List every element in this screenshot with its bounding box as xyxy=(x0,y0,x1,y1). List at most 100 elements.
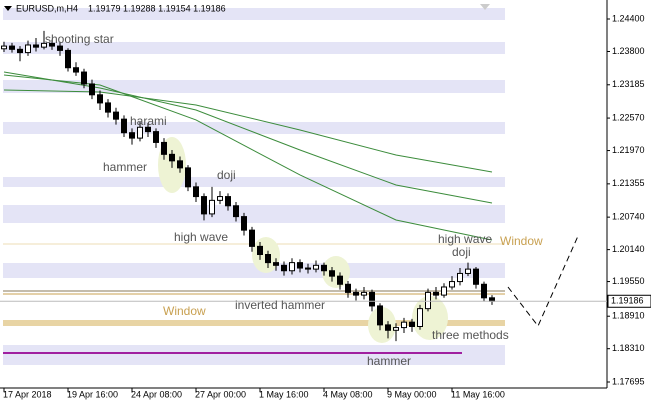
candle-body xyxy=(401,321,407,329)
zone xyxy=(3,8,505,20)
candle-body xyxy=(313,264,319,270)
candle-body xyxy=(105,102,111,113)
x-tick-label: 24 Apr 08:00 xyxy=(131,389,182,399)
annotation: harami xyxy=(130,114,167,128)
y-tick-label: 1.21355 xyxy=(612,178,645,188)
candle-body xyxy=(353,291,359,296)
candle-body xyxy=(17,48,23,54)
candle-body xyxy=(193,186,199,198)
candle-body xyxy=(377,305,383,326)
y-tick-label: 1.21970 xyxy=(612,145,645,155)
candle-body xyxy=(97,94,103,104)
candle-body xyxy=(257,245,263,255)
candle-body xyxy=(345,283,351,293)
y-tick-label: 1.17695 xyxy=(612,376,645,386)
menu-icon xyxy=(4,6,12,11)
highlight xyxy=(412,296,448,340)
y-tick-label: 1.23185 xyxy=(612,79,645,89)
candle-body xyxy=(65,49,71,69)
candle-body xyxy=(201,196,207,215)
candle-body xyxy=(433,291,439,296)
candle-body xyxy=(457,272,463,283)
candle-body xyxy=(489,297,495,302)
annotation: hammer xyxy=(367,354,411,368)
highlight xyxy=(322,256,350,288)
x-tick-label: 27 Apr 00:00 xyxy=(195,389,246,399)
candle-body xyxy=(161,141,167,155)
candle-body xyxy=(473,268,479,285)
y-tick-label: 1.18310 xyxy=(612,343,645,353)
candle-body xyxy=(177,160,183,169)
y-tick-label: 1.22570 xyxy=(612,112,645,122)
zone xyxy=(3,205,505,223)
highlights xyxy=(158,137,448,343)
x-tick-label: 9 May 00:00 xyxy=(387,389,437,399)
candle-body xyxy=(185,167,191,188)
candle-body xyxy=(289,262,295,272)
candle-body xyxy=(369,291,375,307)
zone xyxy=(3,80,505,93)
candle-body xyxy=(241,216,247,231)
candle-body xyxy=(385,324,391,331)
candle-body xyxy=(329,270,335,277)
candle-body xyxy=(89,83,95,96)
annotation: doji xyxy=(452,245,471,259)
x-tick-label: 19 Apr 16:00 xyxy=(67,389,118,399)
annotation: shooting star xyxy=(45,32,114,46)
annotation: high wave xyxy=(174,230,228,244)
y-tick-label: 1.19550 xyxy=(612,276,645,286)
candle-body xyxy=(425,291,431,310)
candle-body xyxy=(145,126,151,133)
candle-body xyxy=(305,267,311,270)
y-tick-label: 1.20740 xyxy=(612,212,645,222)
zone xyxy=(3,42,505,54)
candle-body xyxy=(233,205,239,218)
candle-body xyxy=(417,308,423,328)
y-tick-label: 1.24400 xyxy=(612,13,645,23)
zone xyxy=(3,263,505,278)
ohlc-readout: 1.19179 1.19288 1.19154 1.19186 xyxy=(88,3,226,13)
candle-body xyxy=(153,131,159,143)
zones xyxy=(3,4,505,365)
zone xyxy=(3,122,505,134)
price-box xyxy=(607,294,651,308)
candle-body xyxy=(449,281,455,288)
price-label: 1.19186 xyxy=(611,296,644,306)
candle-body xyxy=(25,44,31,54)
candle-body xyxy=(129,132,135,139)
annotation: Window xyxy=(500,234,543,248)
zone-marker xyxy=(480,4,490,10)
symbol: EURUSD,m,H4 xyxy=(16,3,78,13)
candle-body xyxy=(9,45,15,50)
candle-body xyxy=(481,283,487,299)
y-tick-label: 1.23800 xyxy=(612,46,645,56)
annotation: doji xyxy=(217,168,236,182)
candle-body xyxy=(1,45,7,50)
candle-body xyxy=(41,42,47,48)
candle-body xyxy=(393,327,399,331)
candle-body xyxy=(281,264,287,272)
candle-body xyxy=(49,42,55,47)
y-tick-label: 1.20140 xyxy=(612,244,645,254)
annotation: inverted hammer xyxy=(235,298,325,312)
candle-body xyxy=(225,196,231,207)
candle-body xyxy=(33,44,39,48)
annotation: three methods xyxy=(432,328,509,342)
zone xyxy=(3,345,505,365)
candle-body xyxy=(297,262,303,269)
window-zone xyxy=(3,320,505,326)
candle-body xyxy=(121,118,127,134)
candle-body xyxy=(217,196,223,201)
candle-body xyxy=(113,111,119,120)
x-tick-label: 17 Apr 2018 xyxy=(3,389,52,399)
candle-body xyxy=(81,71,87,85)
x-tick-label: 1 May 16:00 xyxy=(259,389,309,399)
candle-body xyxy=(409,321,415,328)
candle-body xyxy=(441,286,447,296)
forecast-path xyxy=(507,235,579,327)
candle-body xyxy=(361,291,367,296)
candle-body xyxy=(273,262,279,266)
candle-body xyxy=(321,264,327,272)
